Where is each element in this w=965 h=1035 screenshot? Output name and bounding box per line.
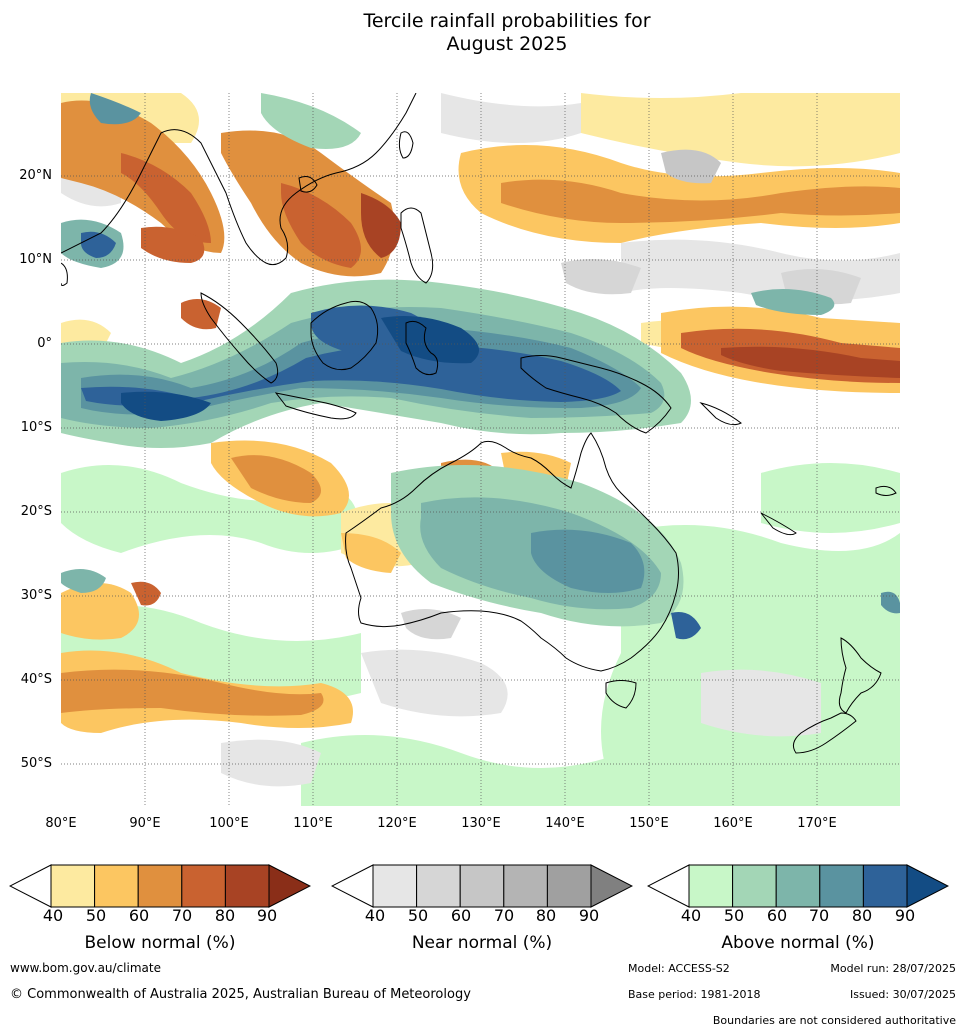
- near-tick-40: 40: [364, 906, 386, 925]
- lat-label-0: 0°: [37, 336, 52, 351]
- hainan-coastline: [298, 176, 318, 193]
- lon-label-150e: 150°E: [629, 816, 669, 831]
- above-tick-70: 70: [808, 906, 830, 925]
- sumatra-coastline: [200, 292, 279, 384]
- below-colorbar-block-5: [224, 864, 270, 908]
- nz-south-coastline: [792, 712, 857, 754]
- above-colorbar-low-end: [647, 864, 690, 908]
- above-normal-colorbar: [647, 864, 949, 908]
- borneo-coastline: [310, 300, 379, 371]
- graticule: [61, 93, 900, 806]
- map-svg: [61, 93, 900, 806]
- lon-label-170e: 170°E: [797, 816, 837, 831]
- rainfall-probability-map: [61, 93, 900, 806]
- below-tick-50: 50: [85, 906, 107, 925]
- below-colorbar-low-end: [9, 864, 52, 908]
- above-tick-40: 40: [680, 906, 702, 925]
- lon-label-140e: 140°E: [545, 816, 585, 831]
- below-tick-70: 70: [171, 906, 193, 925]
- near-colorbar-high-end: [590, 864, 633, 908]
- lon-label-90e: 90°E: [129, 816, 161, 831]
- above-normal-title: Above normal (%): [721, 933, 875, 953]
- below-colorbar-block-4: [181, 864, 226, 908]
- near-tick-70: 70: [493, 906, 515, 925]
- lon-label-80e: 80°E: [45, 816, 77, 831]
- above-tick-80: 80: [851, 906, 873, 925]
- near-normal-colorbar: [331, 864, 633, 908]
- sulawesi-coastline: [405, 320, 439, 376]
- nz-north-coastline: [838, 637, 882, 714]
- footer-model: Model: ACCESS-S2: [628, 962, 730, 975]
- below-tick-90: 90: [256, 906, 278, 925]
- near-colorbar-block-2: [416, 864, 461, 908]
- lon-label-100e: 100°E: [209, 816, 249, 831]
- title-line-1: Tercile rainfall probabilities for: [363, 10, 651, 32]
- above-tick-50: 50: [723, 906, 745, 925]
- near-tick-60: 60: [450, 906, 472, 925]
- footer-disclaimer: Boundaries are not considered authoritat…: [712, 1014, 956, 1027]
- above-colorbar-block-3: [775, 864, 821, 908]
- footer-issued: Issued: 30/07/2025: [849, 988, 956, 1001]
- taiwan-coastline: [398, 131, 414, 159]
- lat-label-50s: 50°S: [20, 756, 52, 771]
- lat-label-20s: 20°S: [20, 504, 52, 519]
- above-colorbar-block-1: [688, 864, 734, 908]
- below-tick-40: 40: [42, 906, 64, 925]
- near-colorbar-block-1: [372, 864, 418, 908]
- java-coastline: [274, 392, 357, 420]
- above-colorbar-block-2: [732, 864, 777, 908]
- lon-label-120e: 120°E: [377, 816, 417, 831]
- lat-label-10s: 10°S: [20, 420, 52, 435]
- near-tick-50: 50: [407, 906, 429, 925]
- below-colorbar-high-end: [268, 864, 311, 908]
- lon-label-110e: 110°E: [293, 816, 333, 831]
- near-colorbar-block-4: [503, 864, 548, 908]
- below-colorbar-block-1: [50, 864, 96, 908]
- above-tick-90: 90: [894, 906, 916, 925]
- near-colorbar-low-end: [331, 864, 374, 908]
- below-colorbar-block-2: [94, 864, 139, 908]
- near-colorbar-block-3: [459, 864, 505, 908]
- below-tick-80: 80: [214, 906, 236, 925]
- above-tick-60: 60: [766, 906, 788, 925]
- lon-label-130e: 130°E: [461, 816, 501, 831]
- above-colorbar-block-4: [819, 864, 864, 908]
- philippines-coastline: [400, 207, 434, 284]
- near-colorbar-block-5: [546, 864, 592, 908]
- asia-coastline: [61, 93, 417, 266]
- near-tick-90: 90: [578, 906, 600, 925]
- lat-label-10n: 10°N: [19, 252, 52, 267]
- lat-label-20n: 20°N: [19, 168, 52, 183]
- lat-label-40s: 40°S: [20, 672, 52, 687]
- lon-label-160e: 160°E: [713, 816, 753, 831]
- near-normal-title: Near normal (%): [411, 933, 553, 953]
- footer-copyright: © Commonwealth of Australia 2025, Austra…: [10, 987, 471, 1002]
- above-colorbar-high-end: [906, 864, 949, 908]
- new-guinea-coastline: [520, 355, 672, 434]
- coastlines: [61, 93, 897, 754]
- near-tick-80: 80: [535, 906, 557, 925]
- sri-lanka-coastline: [61, 262, 68, 286]
- below-normal-title: Below normal (%): [84, 933, 236, 953]
- below-colorbar-block-3: [137, 864, 183, 908]
- footer-model-run: Model run: 28/07/2025: [830, 962, 956, 975]
- footer-url[interactable]: www.bom.gov.au/climate: [10, 961, 161, 975]
- australia-coastline: [345, 432, 679, 672]
- below-normal-regions: [61, 100, 900, 733]
- lat-label-30s: 30°S: [20, 588, 52, 603]
- below-tick-60: 60: [128, 906, 150, 925]
- map-title: Tercile rainfall probabilities for Augus…: [0, 10, 965, 56]
- below-normal-colorbar: [9, 864, 311, 908]
- title-line-2: August 2025: [446, 33, 568, 55]
- above-colorbar-block-5: [862, 864, 908, 908]
- tasmania-coastline: [605, 680, 637, 709]
- footer-base-period: Base period: 1981-2018: [628, 988, 761, 1001]
